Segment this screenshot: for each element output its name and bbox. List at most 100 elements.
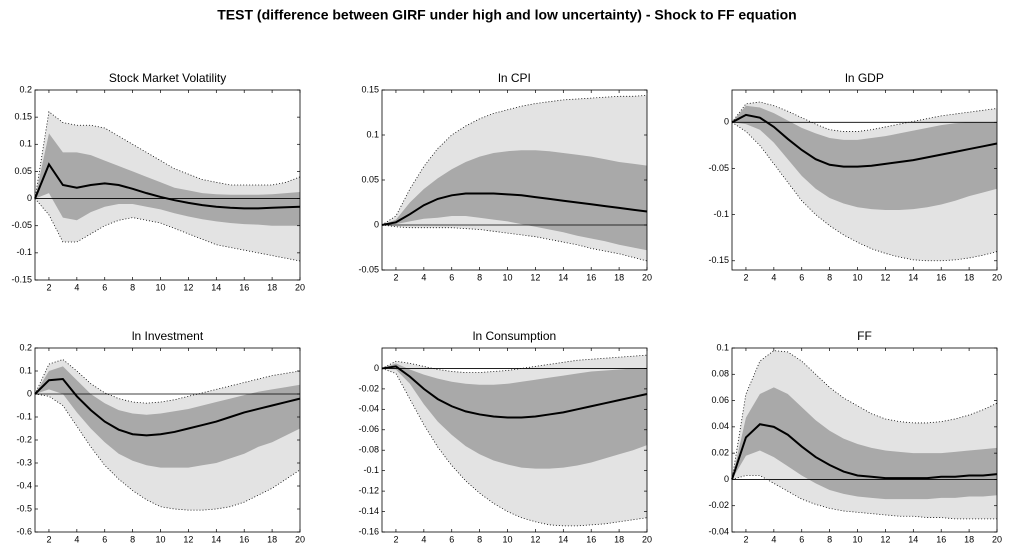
y-tick-label: 0 xyxy=(724,117,729,127)
x-tick-label: 16 xyxy=(936,534,946,544)
y-tick-label: 0.1 xyxy=(19,139,32,149)
x-tick-label: 18 xyxy=(964,534,974,544)
inner-band xyxy=(732,105,997,210)
inner-band xyxy=(382,363,647,469)
x-tick-label: 14 xyxy=(211,282,221,292)
x-tick-label: 16 xyxy=(936,272,946,282)
y-tick-label: -0.04 xyxy=(708,526,729,536)
plot-frame xyxy=(731,347,998,533)
x-tick-label: 20 xyxy=(992,272,1002,282)
panel: ln Consumption -0.16 -0.14 -0.12 -0.1 -0.08 -0… xyxy=(358,329,652,544)
inner-band xyxy=(732,387,997,500)
band-edge xyxy=(731,121,998,262)
band-edge xyxy=(34,198,301,262)
plot-frame xyxy=(731,89,998,271)
x-tick-label: 4 xyxy=(771,534,776,544)
x-tick-label: 16 xyxy=(586,272,596,282)
y-tick-label: -0.3 xyxy=(16,457,32,467)
x-tick-label: 12 xyxy=(880,534,890,544)
figure-title: TEST (difference between GIRF under high… xyxy=(217,7,796,23)
x-tick-label: 12 xyxy=(530,534,540,544)
x-tick-label: 4 xyxy=(74,534,79,544)
x-tick-label: 10 xyxy=(503,534,513,544)
x-tick-label: 12 xyxy=(183,282,193,292)
x-tick-label: 4 xyxy=(771,272,776,282)
y-tick-label: -0.02 xyxy=(708,500,729,510)
y-tick-label: -0.04 xyxy=(358,404,379,414)
y-tick-label: -0.1 xyxy=(713,209,729,219)
y-tick-label: 0.02 xyxy=(711,448,729,458)
x-tick-label: 4 xyxy=(421,272,426,282)
x-tick-label: 18 xyxy=(964,272,974,282)
x-tick-label: 14 xyxy=(558,534,568,544)
x-tick-label: 6 xyxy=(799,272,804,282)
panel-title: ln GDP xyxy=(845,71,884,85)
y-tick-label: -0.06 xyxy=(358,424,379,434)
y-tick-label: -0.14 xyxy=(358,506,379,516)
y-tick-label: 0 xyxy=(27,193,32,203)
x-tick-label: 20 xyxy=(295,282,305,292)
x-tick-label: 20 xyxy=(642,534,652,544)
panel: FF -0.04 -0.02 0 0.02 0.04 0.06 0.08 0.1 2 4 6 8 10 12… xyxy=(708,329,1002,544)
y-tick-label: -0.5 xyxy=(16,503,32,513)
panel-title: Stock Market Volatility xyxy=(109,71,226,85)
x-tick-label: 2 xyxy=(46,534,51,544)
y-tick-label: -0.1 xyxy=(16,411,32,421)
x-tick-label: 16 xyxy=(586,534,596,544)
x-tick-label: 14 xyxy=(908,534,918,544)
x-tick-label: 8 xyxy=(477,534,482,544)
y-tick-label: -0.02 xyxy=(358,383,379,393)
x-tick-label: 16 xyxy=(239,534,249,544)
panel-title: ln Consumption xyxy=(473,329,556,343)
panel: ln Investment -0.6 -0.5 -0.4 -0.3 -0.2 -0.1 0 0.… xyxy=(16,329,305,544)
inner-band xyxy=(35,133,300,226)
inner-band xyxy=(382,150,647,251)
x-tick-label: 14 xyxy=(908,272,918,282)
band-edge xyxy=(381,95,648,226)
y-tick-label: -0.2 xyxy=(16,434,32,444)
y-tick-label: -0.15 xyxy=(11,274,32,284)
x-tick-label: 6 xyxy=(799,534,804,544)
y-tick-label: 0.04 xyxy=(711,421,729,431)
band-edge xyxy=(731,101,998,132)
median-line xyxy=(731,423,998,480)
median-line xyxy=(34,162,301,210)
y-tick-label: 0.15 xyxy=(361,84,379,94)
y-tick-label: 0.1 xyxy=(19,365,32,375)
x-tick-label: 10 xyxy=(853,534,863,544)
y-tick-label: 0.06 xyxy=(711,395,729,405)
x-tick-label: 8 xyxy=(827,534,832,544)
band-edge xyxy=(381,354,648,373)
panel-title: FF xyxy=(857,329,872,343)
median-line xyxy=(381,192,648,226)
y-tick-label: 0.1 xyxy=(716,342,729,352)
x-tick-label: 12 xyxy=(530,272,540,282)
y-tick-label: -0.08 xyxy=(358,445,379,455)
x-tick-label: 18 xyxy=(267,534,277,544)
panel-title: ln Investment xyxy=(132,329,204,343)
band-edge xyxy=(34,359,301,404)
panel: ln CPI -0.05 0 0.05 0.1 0.15 2 4 6 8 10 12 14 16 18 20 xyxy=(358,71,652,282)
y-tick-label: 0.05 xyxy=(361,174,379,184)
x-tick-label: 20 xyxy=(642,272,652,282)
x-tick-label: 2 xyxy=(393,534,398,544)
y-tick-label: -0.05 xyxy=(708,163,729,173)
x-tick-label: 18 xyxy=(614,534,624,544)
x-tick-label: 18 xyxy=(614,272,624,282)
x-tick-label: 2 xyxy=(743,272,748,282)
x-tick-label: 4 xyxy=(421,534,426,544)
x-tick-label: 2 xyxy=(743,534,748,544)
median-line xyxy=(381,365,648,419)
y-tick-label: 0 xyxy=(27,388,32,398)
y-tick-label: -0.1 xyxy=(16,247,32,257)
x-tick-label: 10 xyxy=(503,272,513,282)
panel: ln GDP -0.15 -0.1 -0.05 0 2 4 6 8 10 12 14 16 18 20 xyxy=(708,71,1002,282)
y-tick-label: -0.05 xyxy=(358,264,379,274)
y-tick-label: 0.1 xyxy=(366,129,379,139)
y-tick-label: -0.1 xyxy=(363,465,379,475)
median-line xyxy=(34,378,301,437)
x-tick-label: 10 xyxy=(156,534,166,544)
x-tick-label: 12 xyxy=(880,272,890,282)
x-tick-label: 18 xyxy=(267,282,277,292)
